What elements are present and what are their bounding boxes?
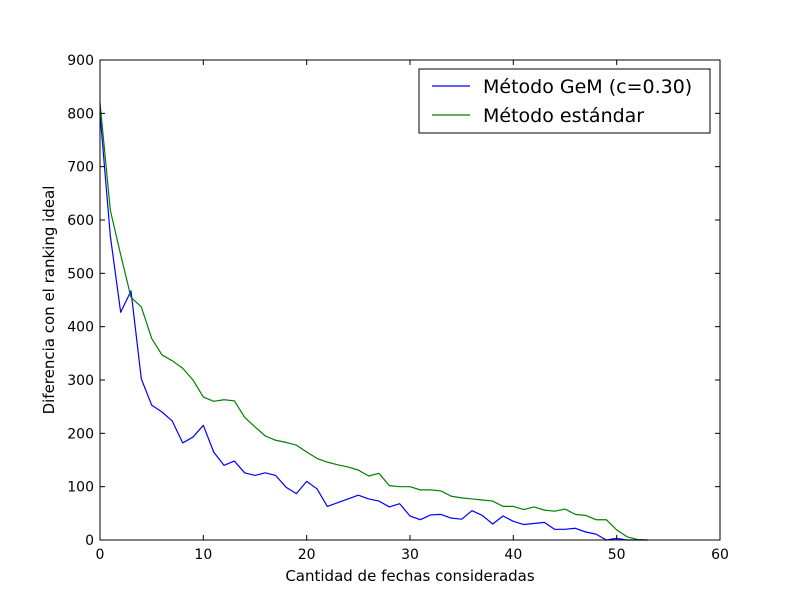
series-line-0 [99,113,648,541]
legend: Método GeM (c=0.30) Método estándar [418,68,711,134]
x-axis-label: Cantidad de fechas consideradas [285,567,535,585]
plot-frame [99,59,721,541]
y-axis-label: Diferencia con el ranking ideal [40,186,58,415]
y-tick-label: 100 [67,480,94,496]
y-tick-label: 700 [67,160,94,176]
y-tick-label: 200 [67,426,94,442]
x-tick-label: 40 [504,547,522,563]
x-tick-label: 30 [401,547,419,563]
x-tick-label: 10 [194,547,212,563]
y-tick-label: 0 [85,533,94,549]
y-tick-label: 600 [67,213,94,229]
x-tick-label: 50 [608,547,626,563]
series-line-1 [99,102,648,541]
y-tick-label: 800 [67,106,94,122]
ticks-layer: 0 10 20 30 40 50 60010020030040050060070080090… [67,53,729,563]
legend-label-estandar: Método estándar [483,105,644,127]
y-tick-label: 500 [67,266,94,282]
y-tick-label: 400 [67,320,94,336]
series-layer [99,102,648,541]
legend-box [418,68,711,134]
x-tick-label: 60 [711,547,729,563]
plot-background [100,60,720,540]
x-tick-label: 0 [96,547,105,563]
y-tick-label: 300 [67,373,94,389]
y-tick-label: 900 [67,53,94,69]
legend-label-gem: Método GeM (c=0.30) [483,76,692,98]
x-tick-label: 20 [298,547,316,563]
